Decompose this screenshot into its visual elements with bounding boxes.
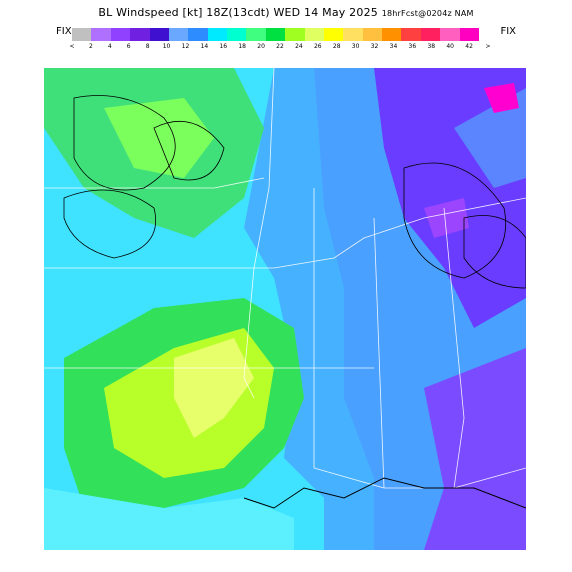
scale-swatch-2 [110, 28, 131, 41]
scale-swatch-18 [420, 28, 441, 41]
scale-swatch-4 [149, 28, 169, 41]
scale-tick-label: 8 [145, 43, 150, 50]
scale-tick-label: 32 [370, 43, 379, 50]
scale-tick-label: 34 [389, 43, 398, 50]
region-southeast-purple [424, 348, 526, 550]
scale-tick-label: 16 [219, 43, 228, 50]
fix-label-left: FIX [56, 26, 72, 37]
scale-tick-label: 2 [88, 43, 93, 50]
scale-swatch-16 [382, 28, 402, 41]
scale-tick-label: < [69, 43, 75, 50]
scale-tick-label: 28 [332, 43, 341, 50]
scale-tick-label: 36 [408, 43, 417, 50]
title-sub: 18hrFcst@0204z NAM [381, 9, 474, 18]
scale-swatch-5 [168, 28, 189, 41]
region-light-green-nw [104, 98, 214, 178]
fix-label-right: FIX [500, 26, 516, 37]
scale-tick-label: 18 [238, 43, 246, 50]
scale-swatch-15 [362, 28, 382, 41]
windspeed-map [44, 68, 526, 550]
scale-tick-label: 14 [200, 43, 209, 50]
scale-swatch-11 [285, 28, 305, 41]
scale-swatch-20 [459, 28, 479, 41]
region-far-ne-lightblue [454, 88, 526, 188]
scale-swatch-13 [323, 28, 344, 41]
state-borders [44, 68, 526, 489]
scale-swatch-0 [72, 28, 92, 41]
scale-tick-label: 10 [162, 43, 171, 50]
scale-swatch-1 [91, 28, 111, 41]
scale-swatch-10 [265, 28, 286, 41]
scale-tick-label: 38 [427, 43, 436, 50]
scale-tick-label: 22 [276, 43, 284, 50]
coastline [243, 477, 526, 509]
scale-swatch-19 [440, 28, 460, 41]
region-texas-lightyellow [174, 338, 254, 438]
map-title: BL Windspeed [kt] 18Z(13cdt) WED 14 May … [0, 6, 572, 19]
scale-swatch-8 [227, 28, 247, 41]
color-scale-ticks: <2 4 6 8 10 12 14 16 18 20 22 24 26 28 30 32 34 36 38 40 42 > [60, 43, 500, 53]
scale-tick-label: 30 [351, 43, 360, 50]
scale-swatch-12 [304, 28, 324, 41]
scale-swatch-6 [188, 28, 208, 41]
scale-tick-label: 20 [257, 43, 265, 50]
scale-tick-label: 4 [107, 43, 112, 50]
region-sw-cyan [44, 488, 294, 550]
scale-swatch-14 [343, 28, 363, 41]
scale-tick-label: 6 [126, 43, 131, 50]
map-canvas [44, 68, 526, 550]
color-scale [72, 28, 479, 41]
scale-tick-label: 26 [313, 43, 322, 50]
scale-swatch-3 [130, 28, 150, 41]
region-violet-spot [424, 198, 469, 238]
scale-tick-label: 24 [295, 43, 303, 50]
scale-tick-label: 12 [181, 43, 190, 50]
region-magenta-spot [484, 83, 519, 113]
scale-tick-label: 42 [465, 43, 473, 50]
scale-swatch-7 [207, 28, 227, 41]
title-main: BL Windspeed [kt] 18Z(13cdt) WED 14 May … [98, 6, 378, 19]
scale-tick-label: 40 [446, 43, 454, 50]
isotachs [63, 95, 526, 289]
scale-swatch-17 [401, 28, 421, 41]
scale-swatch-9 [246, 28, 266, 41]
scale-tick-label: > [485, 43, 491, 50]
